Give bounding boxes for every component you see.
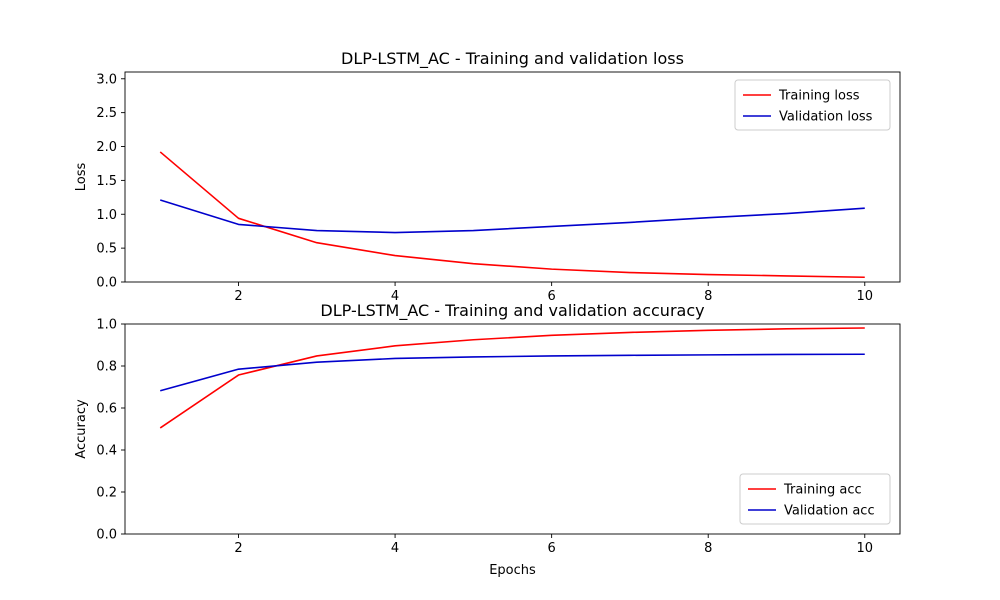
y-tick-label: 0.0 xyxy=(96,528,117,543)
series-line-training-loss xyxy=(159,151,865,279)
chart-panel-2: DLP-LSTM_AC - Training and validation ac… xyxy=(74,301,901,578)
y-tick-label: 0.5 xyxy=(96,242,117,257)
legend-entry: Training acc xyxy=(783,483,862,498)
legend-entry: Validation acc xyxy=(784,504,875,519)
y-tick-label: 3.0 xyxy=(96,72,117,87)
legend: Training acc Validation acc xyxy=(739,473,891,525)
legend-box xyxy=(734,79,891,131)
x-tick-label: 8 xyxy=(704,541,712,556)
x-tick-label: 6 xyxy=(548,541,556,556)
y-axis-label: Accuracy xyxy=(74,399,89,459)
y-tick-label: 2.0 xyxy=(96,140,117,155)
y-axis-label: Loss xyxy=(74,163,89,192)
axes-frame xyxy=(124,323,901,535)
x-tick-label: 4 xyxy=(391,289,399,304)
y-tick-label: 0.8 xyxy=(96,360,117,375)
y-tick-label: 0.4 xyxy=(96,444,117,459)
legend-box xyxy=(739,473,891,525)
x-tick-label: 6 xyxy=(548,289,556,304)
x-tick-label: 10 xyxy=(856,541,873,556)
chart-title: DLP-LSTM_AC - Training and validation ac… xyxy=(320,301,704,321)
series-line-validation-acc xyxy=(160,353,865,392)
x-tick-label: 10 xyxy=(856,289,873,304)
series-line-validation-loss xyxy=(159,199,865,234)
x-tick-label: 4 xyxy=(391,541,399,556)
chart-panel-1: DLP-LSTM_AC - Training and validation lo… xyxy=(74,49,901,304)
legend-entry: Training loss xyxy=(778,89,860,104)
legend-entry: Validation loss xyxy=(779,110,873,125)
axes-frame xyxy=(124,71,901,283)
y-tick-label: 0.0 xyxy=(96,276,117,291)
x-axis-label: Epochs xyxy=(489,563,536,578)
legend: Training loss Validation loss xyxy=(734,79,891,131)
y-tick-label: 0.6 xyxy=(96,402,117,417)
x-tick-label: 8 xyxy=(704,289,712,304)
y-tick-label: 2.5 xyxy=(96,106,117,121)
y-tick-label: 1.0 xyxy=(96,318,117,333)
x-tick-label: 2 xyxy=(234,541,242,556)
chart-title: DLP-LSTM_AC - Training and validation lo… xyxy=(341,49,684,69)
y-tick-label: 1.0 xyxy=(96,208,117,223)
y-tick-label: 1.5 xyxy=(96,174,117,189)
series-line-training-acc xyxy=(159,327,865,429)
y-tick-label: 0.2 xyxy=(96,486,117,501)
x-tick-label: 2 xyxy=(234,289,242,304)
